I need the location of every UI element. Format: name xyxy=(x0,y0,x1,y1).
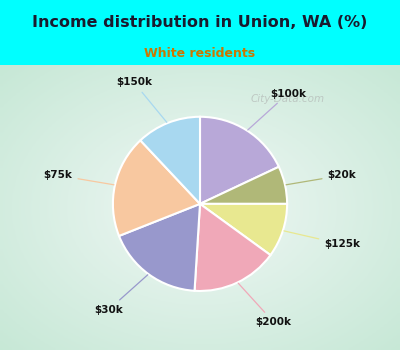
Text: $100k: $100k xyxy=(248,89,306,130)
Text: Income distribution in Union, WA (%): Income distribution in Union, WA (%) xyxy=(32,15,368,30)
Wedge shape xyxy=(113,140,200,236)
Text: $150k: $150k xyxy=(116,77,167,122)
Text: White residents: White residents xyxy=(144,47,256,60)
Text: $125k: $125k xyxy=(284,231,360,249)
Wedge shape xyxy=(200,167,287,204)
Wedge shape xyxy=(194,204,270,291)
Wedge shape xyxy=(200,204,287,255)
Text: $30k: $30k xyxy=(94,275,148,315)
Text: $75k: $75k xyxy=(44,170,114,185)
Wedge shape xyxy=(119,204,200,291)
Wedge shape xyxy=(140,117,200,204)
Wedge shape xyxy=(200,117,279,204)
Text: City-Data.com: City-Data.com xyxy=(251,94,325,104)
Text: $200k: $200k xyxy=(238,283,292,327)
Text: $20k: $20k xyxy=(286,170,356,185)
